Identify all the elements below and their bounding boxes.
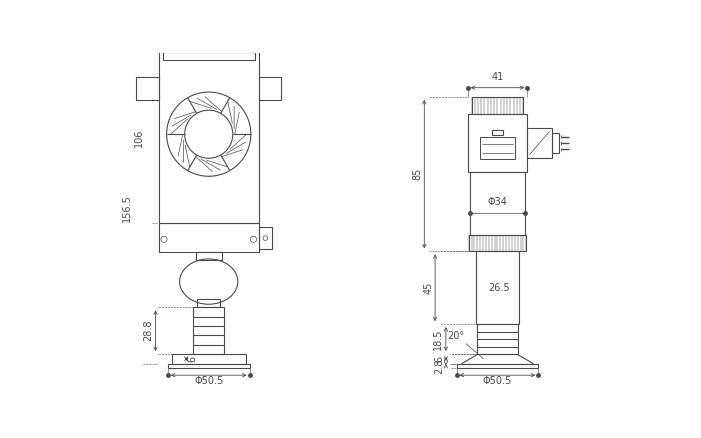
Bar xyxy=(527,128,552,158)
Bar xyxy=(259,77,282,100)
Bar xyxy=(198,300,220,307)
Bar xyxy=(163,52,255,60)
Bar xyxy=(472,97,524,114)
Text: 28.8: 28.8 xyxy=(143,320,153,342)
Text: 156.5: 156.5 xyxy=(122,194,132,222)
Bar xyxy=(476,251,519,324)
Text: 26.5: 26.5 xyxy=(488,283,510,293)
Bar xyxy=(158,52,259,223)
Text: 85: 85 xyxy=(412,168,423,180)
Bar xyxy=(136,77,158,100)
Text: 2.8: 2.8 xyxy=(434,358,444,374)
Text: 6: 6 xyxy=(434,356,444,362)
Text: 41: 41 xyxy=(491,71,503,81)
Bar xyxy=(456,364,538,368)
Text: 106: 106 xyxy=(135,128,144,147)
Bar xyxy=(468,235,526,251)
Text: 6: 6 xyxy=(187,356,198,362)
Text: 20°: 20° xyxy=(447,331,464,341)
Bar xyxy=(196,252,222,261)
Bar xyxy=(492,130,503,135)
Text: 18.5: 18.5 xyxy=(433,328,443,350)
Bar xyxy=(172,354,246,364)
Bar xyxy=(470,172,525,235)
Bar xyxy=(168,364,250,368)
Bar xyxy=(479,137,515,159)
Text: Φ34: Φ34 xyxy=(487,197,508,207)
Text: 45: 45 xyxy=(423,282,433,294)
Text: Φ50.5: Φ50.5 xyxy=(483,376,512,386)
Bar xyxy=(552,133,559,153)
Bar xyxy=(468,114,527,172)
Bar xyxy=(259,227,272,250)
Text: Φ50.5: Φ50.5 xyxy=(194,376,224,386)
Bar xyxy=(158,223,259,252)
